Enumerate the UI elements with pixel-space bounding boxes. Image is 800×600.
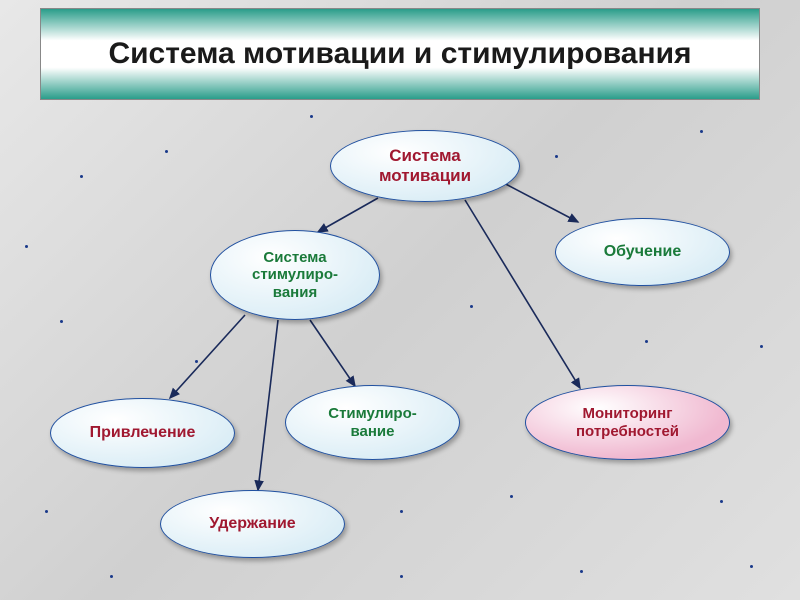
node-label: Системастимулиро-вания (252, 249, 338, 301)
node-root: Системамотивации (330, 130, 520, 202)
node-attraction: Привлечение (50, 398, 235, 468)
diagram-canvas: Системамотивации Системастимулиро-вания Об… (0, 0, 800, 600)
node-training: Обучение (555, 218, 730, 286)
node-stimulation: Стимулиро-вание (285, 385, 460, 460)
node-monitoring: Мониторингпотребностей (525, 385, 730, 460)
node-label: Обучение (604, 243, 682, 261)
node-label: Удержание (209, 515, 295, 533)
node-stimul_system: Системастимулиро-вания (210, 230, 380, 320)
node-label: Стимулиро-вание (328, 405, 417, 440)
node-retention: Удержание (160, 490, 345, 558)
node-label: Мониторингпотребностей (576, 405, 679, 440)
node-label: Привлечение (90, 424, 196, 442)
node-label: Системамотивации (379, 146, 471, 185)
